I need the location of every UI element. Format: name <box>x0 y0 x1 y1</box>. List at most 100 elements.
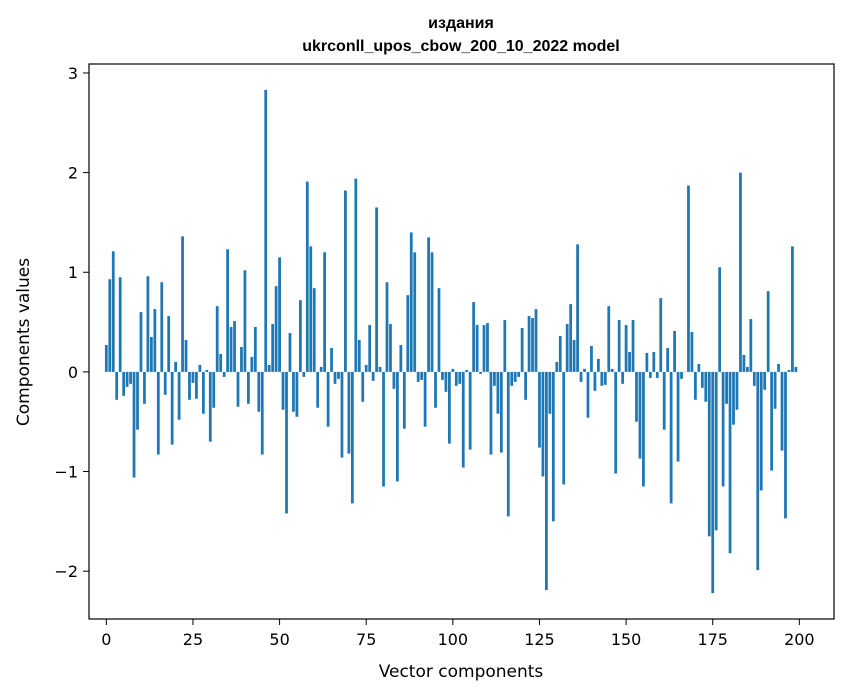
bar <box>739 172 742 372</box>
bar <box>666 347 670 372</box>
bar <box>198 364 202 372</box>
y-tick-label: 2 <box>68 164 78 183</box>
bar <box>617 320 621 372</box>
bar <box>510 371 514 386</box>
bar <box>420 371 424 380</box>
bar <box>690 332 694 372</box>
bar <box>794 366 798 372</box>
bar <box>385 282 389 372</box>
bar <box>285 371 288 514</box>
bar <box>614 371 618 474</box>
bar <box>247 371 250 404</box>
x-tick-label: 100 <box>438 630 469 649</box>
y-axis-label: Components values <box>14 258 34 426</box>
bar <box>143 371 146 404</box>
bar <box>648 371 652 378</box>
bar <box>524 371 527 400</box>
bar <box>347 371 351 454</box>
bar <box>111 251 115 372</box>
bar <box>777 363 780 372</box>
bar <box>240 346 243 372</box>
bar <box>156 371 160 455</box>
bar <box>610 368 614 372</box>
bar <box>572 340 576 372</box>
bar <box>226 249 229 372</box>
bar <box>392 371 396 389</box>
y-tick-label: −1 <box>54 463 78 482</box>
bar <box>745 366 749 372</box>
bar <box>243 270 247 372</box>
bar <box>163 371 167 395</box>
bar <box>652 351 656 372</box>
bar <box>298 300 302 372</box>
x-tick-label: 0 <box>101 630 111 649</box>
bar <box>749 319 753 372</box>
x-tick-label: 125 <box>524 630 555 649</box>
bar <box>115 371 119 400</box>
bar <box>139 312 143 372</box>
bar <box>583 368 586 372</box>
bar <box>201 371 205 414</box>
bar <box>586 371 590 418</box>
bar <box>281 371 285 410</box>
bar <box>624 325 628 372</box>
bar <box>718 267 722 372</box>
bar <box>770 371 774 471</box>
bar <box>108 279 112 372</box>
bar <box>340 371 344 458</box>
bar <box>264 89 268 372</box>
bar <box>361 371 365 402</box>
bar <box>447 371 451 444</box>
bar <box>562 371 566 485</box>
bar <box>621 371 625 384</box>
x-axis-label: Vector components <box>379 662 544 682</box>
bar <box>548 371 552 414</box>
bars-group <box>104 89 798 594</box>
bar <box>728 371 732 554</box>
bar <box>292 371 295 412</box>
y-tick-label: 3 <box>68 64 78 83</box>
bar <box>461 371 465 468</box>
bar <box>382 371 385 487</box>
chart-title-line-2: ukrconll_upos_cbow_200_10_2022 model <box>302 38 619 55</box>
bar <box>787 369 791 372</box>
bar <box>732 371 735 425</box>
bar <box>676 371 680 462</box>
bar <box>700 371 704 388</box>
bar <box>596 358 600 372</box>
bar <box>669 371 673 504</box>
bar <box>569 304 573 372</box>
bar <box>759 371 763 491</box>
bar <box>104 344 108 372</box>
bar <box>506 371 510 517</box>
bar <box>205 369 209 372</box>
bar <box>170 371 174 445</box>
bar <box>631 320 635 372</box>
bar <box>773 371 777 409</box>
bar <box>486 323 489 372</box>
bar <box>236 371 240 407</box>
bar <box>472 302 476 372</box>
bar <box>416 371 420 382</box>
bar <box>337 371 340 379</box>
bar <box>555 361 559 372</box>
bar <box>645 352 649 372</box>
bar <box>482 325 486 372</box>
bar <box>181 236 184 372</box>
bar <box>579 371 583 382</box>
bar <box>357 340 361 372</box>
bar <box>541 371 545 477</box>
bar <box>378 366 382 372</box>
bar <box>375 207 378 372</box>
bar <box>136 371 139 430</box>
bar <box>673 331 676 372</box>
bar <box>538 371 541 448</box>
bar <box>499 371 503 453</box>
bar <box>711 371 715 594</box>
bar <box>694 371 697 400</box>
bar <box>603 371 607 385</box>
bar <box>305 181 309 372</box>
y-tick-label: −2 <box>54 562 78 581</box>
bar <box>260 371 264 455</box>
bar <box>638 371 642 459</box>
